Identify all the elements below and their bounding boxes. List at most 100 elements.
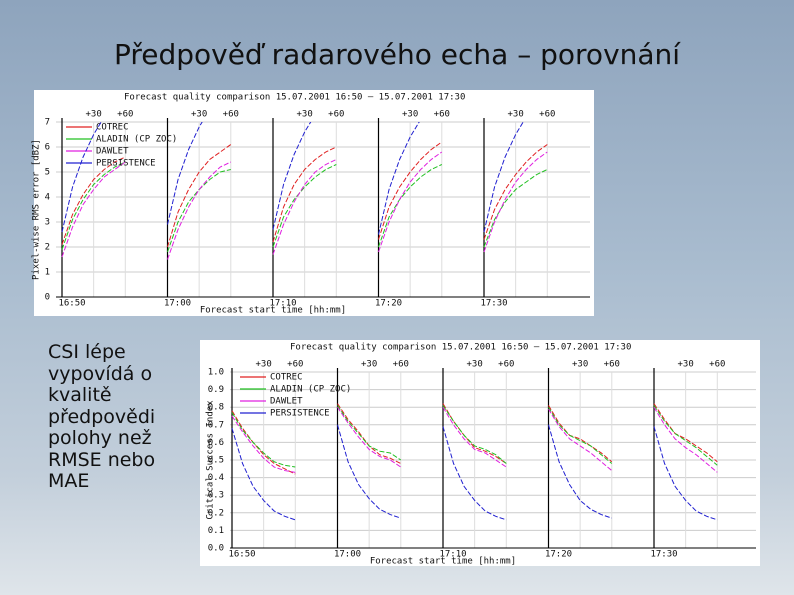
y-tick-label: 5 (45, 168, 50, 178)
series-line (653, 403, 718, 463)
x-tick-label: 17:30 (480, 299, 507, 309)
side-text-line: předpovědi (48, 405, 156, 428)
lead-tick-label: +60 (709, 360, 725, 370)
side-text: CSI lépe vypovídá o kvalitě předpovědi poloh… (48, 341, 156, 493)
y-tick-label: 1 (45, 268, 50, 278)
series-line (231, 412, 296, 468)
lead-tick-label: +30 (361, 360, 377, 370)
y-tick-label: 0.9 (208, 385, 224, 395)
legend-label: PERSISTENCE (96, 159, 156, 169)
lead-tick-label: +30 (572, 360, 588, 370)
lead-tick-label: +60 (604, 360, 620, 370)
side-text-line: kvalitě (48, 384, 112, 406)
series-line (378, 151, 443, 253)
y-tick-label: 0.7 (208, 420, 224, 430)
side-text-line: RMSE nebo (48, 448, 156, 471)
x-tick-label: 17:00 (164, 299, 191, 309)
lead-tick-label: +60 (328, 110, 344, 120)
series-line (272, 159, 337, 255)
lead-tick-label: +60 (287, 360, 303, 370)
y-tick-label: 7 (45, 118, 50, 128)
lead-tick-label: +60 (498, 360, 514, 370)
series-line (61, 161, 126, 258)
lead-tick-label: +30 (256, 360, 272, 370)
x-axis-label: Forecast start time [hh:mm] (370, 557, 516, 567)
y-tick-label: 2 (45, 243, 50, 253)
y-tick-label: 0.5 (208, 456, 224, 466)
chart: Forecast quality comparison 15.07.2001 1… (32, 90, 594, 316)
series-line (61, 161, 126, 250)
y-tick-label: 4 (45, 193, 50, 203)
x-axis-label: Forecast start time [hh:mm] (200, 306, 346, 316)
series-line (483, 122, 524, 233)
series-line (378, 164, 443, 248)
series-line (167, 161, 232, 260)
lead-tick-label: +30 (402, 110, 418, 120)
side-text-line: MAE (48, 470, 90, 492)
y-tick-label: 0.0 (208, 544, 224, 554)
x-tick-label: 17:00 (334, 550, 361, 560)
y-tick-label: 1.0 (208, 368, 224, 378)
x-tick-label: 17:10 (269, 299, 296, 309)
series-line (61, 122, 102, 233)
side-text-line: vypovídá o (48, 362, 153, 385)
series-line (548, 424, 612, 519)
chart: Forecast quality comparison 15.07.2001 1… (200, 340, 760, 567)
lead-tick-label: +60 (223, 110, 239, 120)
series-line (548, 405, 613, 463)
y-tick-label: 3 (45, 218, 50, 228)
series-line (548, 408, 613, 471)
y-axis-label: Pixel-wise RMS error [dBZ] (32, 139, 42, 280)
slide-title: Předpověď radarového echa – porovnání (113, 38, 681, 71)
series-line (442, 406, 507, 468)
y-axis-label: Critical Success Index (206, 400, 216, 520)
chart-background (200, 340, 760, 566)
chart-title: Forecast quality comparison 15.07.2001 1… (124, 93, 465, 103)
x-tick-label: 17:30 (650, 550, 677, 560)
x-tick-label: 17:20 (545, 550, 572, 560)
legend-label: DAWLET (270, 397, 303, 407)
y-tick-label: 0.4 (208, 473, 224, 483)
x-tick-label: 17:20 (375, 299, 402, 309)
series-line (483, 169, 548, 248)
series-line (231, 410, 296, 475)
y-tick-label: 0.8 (208, 403, 224, 413)
series-line (337, 406, 402, 468)
lead-tick-label: +60 (539, 110, 555, 120)
lead-tick-label: +30 (467, 360, 483, 370)
legend-label: PERSISTENCE (270, 409, 330, 419)
series-line (483, 151, 548, 253)
y-tick-label: 0.2 (208, 508, 224, 518)
lead-tick-label: +30 (191, 110, 207, 120)
x-tick-label: 16:50 (58, 299, 85, 309)
series-line (272, 164, 337, 248)
series-line (272, 122, 312, 230)
side-text-line: polohy než (48, 427, 152, 449)
series-line (231, 415, 296, 473)
y-tick-label: 0 (45, 293, 50, 303)
series-line (378, 122, 420, 235)
y-tick-label: 0.1 (208, 526, 224, 536)
legend-label: ALADIN (CP ZOC) (270, 385, 351, 395)
series-line (442, 405, 507, 464)
legend-label: COTREC (270, 373, 303, 383)
series-line (61, 156, 126, 245)
lead-tick-label: +60 (117, 110, 133, 120)
series-line (337, 424, 401, 519)
lead-tick-label: +60 (393, 360, 409, 370)
chart-title: Forecast quality comparison 15.07.2001 1… (290, 343, 631, 353)
lead-tick-label: +30 (508, 110, 524, 120)
y-tick-label: 0.3 (208, 491, 224, 501)
series-line (653, 426, 718, 521)
lead-tick-label: +60 (434, 110, 450, 120)
series-line (653, 405, 718, 466)
y-tick-label: 0.6 (208, 438, 224, 448)
series-line (442, 426, 507, 521)
lead-tick-label: +30 (297, 110, 313, 120)
series-line (167, 122, 203, 225)
legend-label: COTREC (96, 123, 129, 133)
legend-label: DAWLET (96, 147, 129, 157)
lead-tick-label: +30 (86, 110, 102, 120)
